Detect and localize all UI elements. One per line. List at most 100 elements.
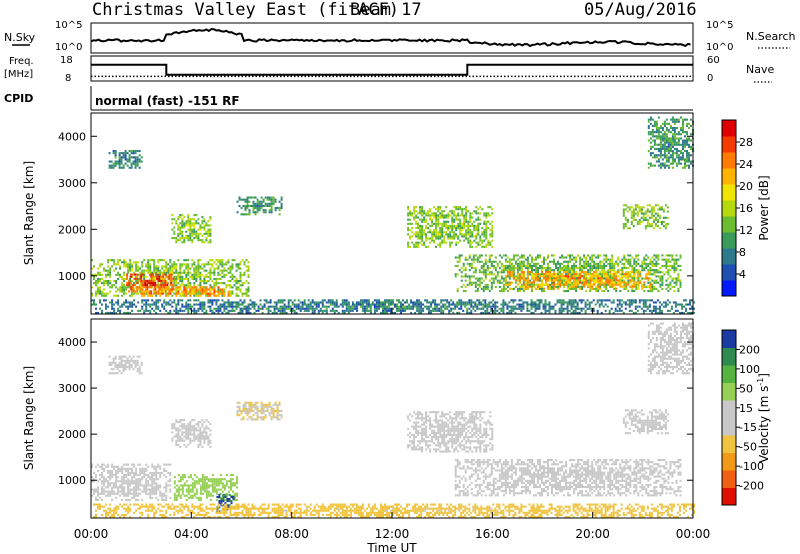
heatmap-cell [603, 281, 606, 284]
heatmap-cell [545, 258, 547, 261]
heatmap-cell [329, 299, 332, 302]
heatmap-cell [645, 267, 648, 270]
heatmap-cell [425, 224, 428, 227]
heatmap-cell [207, 292, 210, 295]
heatmap-cell [433, 231, 436, 234]
heatmap-cell [603, 258, 606, 261]
heatmap-cell [434, 309, 437, 312]
heatmap-cell [241, 292, 244, 295]
heatmap-cell [500, 290, 503, 293]
heatmap-cell [565, 279, 568, 282]
heatmap-cell [470, 281, 473, 284]
heatmap-cell [123, 311, 126, 314]
heatmap-cell [537, 271, 539, 274]
heatmap-cell [123, 261, 126, 264]
nsky-panel-frame [90, 22, 694, 54]
heatmap-cell [535, 256, 537, 259]
heatmap-cell [648, 216, 651, 219]
heatmap-cell [591, 260, 594, 263]
heatmap-cell [195, 269, 198, 272]
heatmap-cell [518, 275, 521, 278]
colorbar-swatch [722, 136, 736, 153]
heatmap-cell [629, 264, 632, 267]
heatmap-cell [649, 164, 652, 167]
heatmap-cell [518, 307, 521, 310]
heatmap-cell [452, 301, 455, 304]
heatmap-cell [591, 287, 594, 290]
heatmap-cell [649, 281, 652, 284]
heatmap-cell [478, 299, 481, 302]
heatmap-cell [640, 212, 643, 215]
heatmap-cell [199, 290, 202, 293]
heatmap-cell [487, 227, 490, 230]
heatmap-cell [147, 265, 150, 268]
heatmap-cell [131, 269, 134, 272]
heatmap-cell [667, 141, 670, 144]
heatmap-cell [135, 267, 138, 270]
heatmap-cell [675, 254, 678, 257]
heatmap-cell [239, 261, 242, 264]
heatmap-cell [244, 209, 247, 212]
heatmap-cell [421, 218, 424, 221]
heatmap-cell [451, 241, 454, 244]
heatmap-cell [465, 214, 468, 217]
heatmap-cell [484, 271, 487, 274]
heatmap-cell [171, 222, 174, 225]
heatmap-cell [686, 141, 688, 144]
heatmap-cell [434, 301, 437, 304]
heatmap-cell [683, 299, 685, 302]
heatmap-cell [504, 269, 507, 272]
heatmap-cell [667, 143, 670, 146]
heatmap-cell [175, 311, 178, 314]
heatmap-cell [526, 258, 529, 261]
heatmap-cell [274, 209, 277, 212]
heatmap-cell [108, 166, 111, 169]
heatmap-cell [657, 262, 660, 265]
heatmap-cell [628, 305, 631, 308]
heatmap-cell [187, 269, 190, 272]
heatmap-cell [177, 232, 180, 235]
heatmap-cell [518, 256, 521, 259]
heatmap-cell [423, 220, 426, 223]
heatmap-cell [95, 307, 97, 310]
heatmap-cell [132, 156, 135, 159]
heatmap-cell [669, 147, 672, 150]
heatmap-cell [293, 305, 296, 308]
heatmap-cell [453, 218, 456, 221]
heatmap-cell [508, 260, 511, 263]
heatmap-cell [652, 309, 655, 312]
heatmap-cell [458, 301, 461, 304]
heatmap-cell [569, 273, 572, 276]
heatmap-cell [663, 133, 666, 136]
heatmap-cell [143, 309, 146, 312]
heatmap-cell [449, 243, 452, 246]
heatmap-cell [531, 260, 533, 263]
heatmap-cell [236, 211, 239, 214]
heatmap-cell [551, 287, 553, 290]
heatmap-cell [663, 164, 666, 167]
heatmap-cell [478, 303, 481, 306]
heatmap-cell [478, 279, 481, 282]
heatmap-cell [667, 285, 670, 288]
heatmap-cell [276, 207, 279, 210]
heatmap-cell [415, 210, 418, 213]
heatmap-cell [671, 137, 674, 140]
heatmap-cell [359, 303, 362, 306]
heatmap-cell [215, 290, 218, 293]
heatmap-cell [241, 303, 244, 306]
heatmap-cell [309, 301, 312, 304]
heatmap-cell [633, 279, 636, 282]
heatmap-cell [205, 222, 208, 225]
heatmap-cell [209, 230, 212, 233]
heatmap-cell [421, 235, 424, 238]
heatmap-cell [138, 158, 141, 161]
heatmap-cell [461, 210, 464, 213]
heatmap-cell [239, 273, 242, 276]
heatmap-cell [651, 260, 654, 263]
y-tick-label: 1000 [58, 270, 86, 283]
heatmap-cell [245, 311, 248, 314]
heatmap-cell [123, 280, 126, 283]
heatmap-cell [599, 254, 602, 257]
heatmap-cell [439, 229, 442, 232]
heatmap-cell [241, 273, 244, 276]
